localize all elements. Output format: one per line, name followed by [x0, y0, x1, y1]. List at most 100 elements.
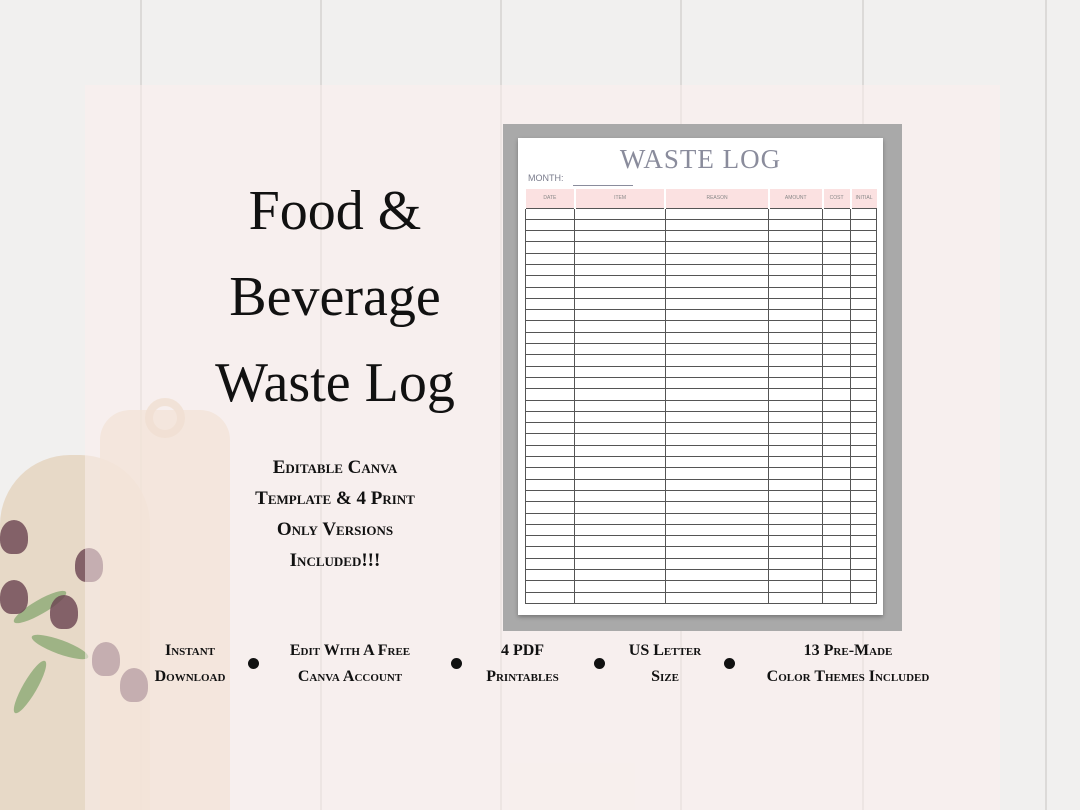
table-cell: [664, 218, 770, 232]
table-row: [524, 568, 877, 582]
table-cell: [664, 286, 770, 299]
table-cell: [822, 388, 852, 401]
table-cell: [822, 275, 852, 288]
table-cell: [664, 591, 770, 604]
table-cell: [574, 444, 666, 458]
feature-text: 4 PDF: [500, 642, 545, 659]
title-line: Beverage: [229, 266, 441, 328]
table-cell: [524, 230, 576, 243]
table-cell: [524, 489, 576, 503]
table-cell: [850, 501, 877, 514]
table-cell: [768, 343, 824, 356]
table-cell: [768, 512, 824, 525]
feature-item: 4 PDF Printables: [465, 638, 580, 690]
table-cell: [768, 388, 824, 401]
table-cell: [768, 241, 824, 254]
table-cell: [822, 591, 852, 604]
table-cell: [768, 568, 824, 582]
table-cell: [768, 252, 824, 265]
table-row: [524, 218, 877, 232]
table-cell: [574, 388, 666, 401]
table-cell: [574, 399, 666, 412]
table-cell: [768, 218, 824, 232]
table-cell: [822, 354, 852, 367]
table-cell: [768, 467, 824, 480]
table-cell: [664, 376, 770, 390]
waste-log-sheet: WASTE LOG MONTH: DATE ITEM REASON AMOUNT…: [518, 138, 883, 615]
table-cell: [822, 523, 852, 537]
table-cell: [524, 320, 576, 333]
table-row: [524, 512, 877, 525]
table-cell: [850, 241, 877, 254]
table-cell: [768, 309, 824, 322]
table-cell: [524, 252, 576, 265]
table-cell: [664, 501, 770, 514]
table-cell: [822, 501, 852, 514]
table-cell: [822, 489, 852, 503]
table-cell: [524, 207, 576, 220]
table-cell: [850, 591, 877, 604]
table-row: [524, 343, 877, 356]
table-row: [524, 591, 877, 604]
table-cell: [768, 580, 824, 593]
table-cell: [768, 207, 824, 220]
table-cell: [822, 218, 852, 232]
table-cell: [664, 388, 770, 401]
table-cell: [664, 512, 770, 525]
title-line: Food &: [248, 180, 422, 242]
table-cell: [574, 512, 666, 525]
table-cell: [850, 433, 877, 446]
table-cell: [524, 512, 576, 525]
table-cell: [822, 230, 852, 243]
table-cell: [524, 433, 576, 446]
table-row: [524, 523, 877, 537]
column-header: INITIAL: [849, 189, 877, 208]
table-cell: [822, 309, 852, 322]
table-cell: [664, 365, 770, 378]
table-cell: [850, 535, 877, 548]
table-cell: [768, 376, 824, 390]
table-cell: [664, 207, 770, 220]
table-cell: [768, 263, 824, 277]
table-cell: [664, 410, 770, 424]
table-cell: [768, 433, 824, 446]
table-cell: [822, 331, 852, 345]
sheet-title: WASTE LOG: [619, 144, 782, 174]
table-cell: [822, 546, 852, 559]
table-cell: [574, 546, 666, 559]
table-row: [524, 365, 877, 378]
feature-text: 13 Pre-Made: [803, 642, 893, 659]
table-cell: [664, 343, 770, 356]
table-row: [524, 252, 877, 265]
table-cell: [768, 230, 824, 243]
table-cell: [524, 263, 576, 277]
table-cell: [822, 263, 852, 277]
table-cell: [768, 275, 824, 288]
table-cell: [524, 546, 576, 559]
table-cell: [850, 230, 877, 243]
table-cell: [664, 467, 770, 480]
table-row: [524, 320, 877, 333]
table-cell: [768, 354, 824, 367]
table-row: [524, 309, 877, 322]
table-cell: [664, 478, 770, 491]
table-cell: [768, 331, 824, 345]
table-cell: [822, 399, 852, 412]
product-subtitle: Editable Canva Template & 4 Print Only V…: [200, 452, 470, 576]
table-cell: [850, 275, 877, 288]
table-cell: [850, 286, 877, 299]
table-cell: [664, 568, 770, 582]
table-cell: [524, 297, 576, 311]
table-cell: [664, 263, 770, 277]
table-row: [524, 501, 877, 514]
table-cell: [574, 365, 666, 378]
table-cell: [524, 218, 576, 232]
table-cell: [822, 568, 852, 582]
table-row: [524, 399, 877, 412]
feature-text: Printables: [486, 668, 559, 685]
product-title: Food & Beverage Waste Log: [180, 168, 490, 426]
table-cell: [850, 365, 877, 378]
log-table: DATE ITEM REASON AMOUNT COST INITIAL: [524, 189, 877, 604]
table-cell: [768, 422, 824, 435]
feature-item: US Letter Size: [610, 638, 720, 690]
